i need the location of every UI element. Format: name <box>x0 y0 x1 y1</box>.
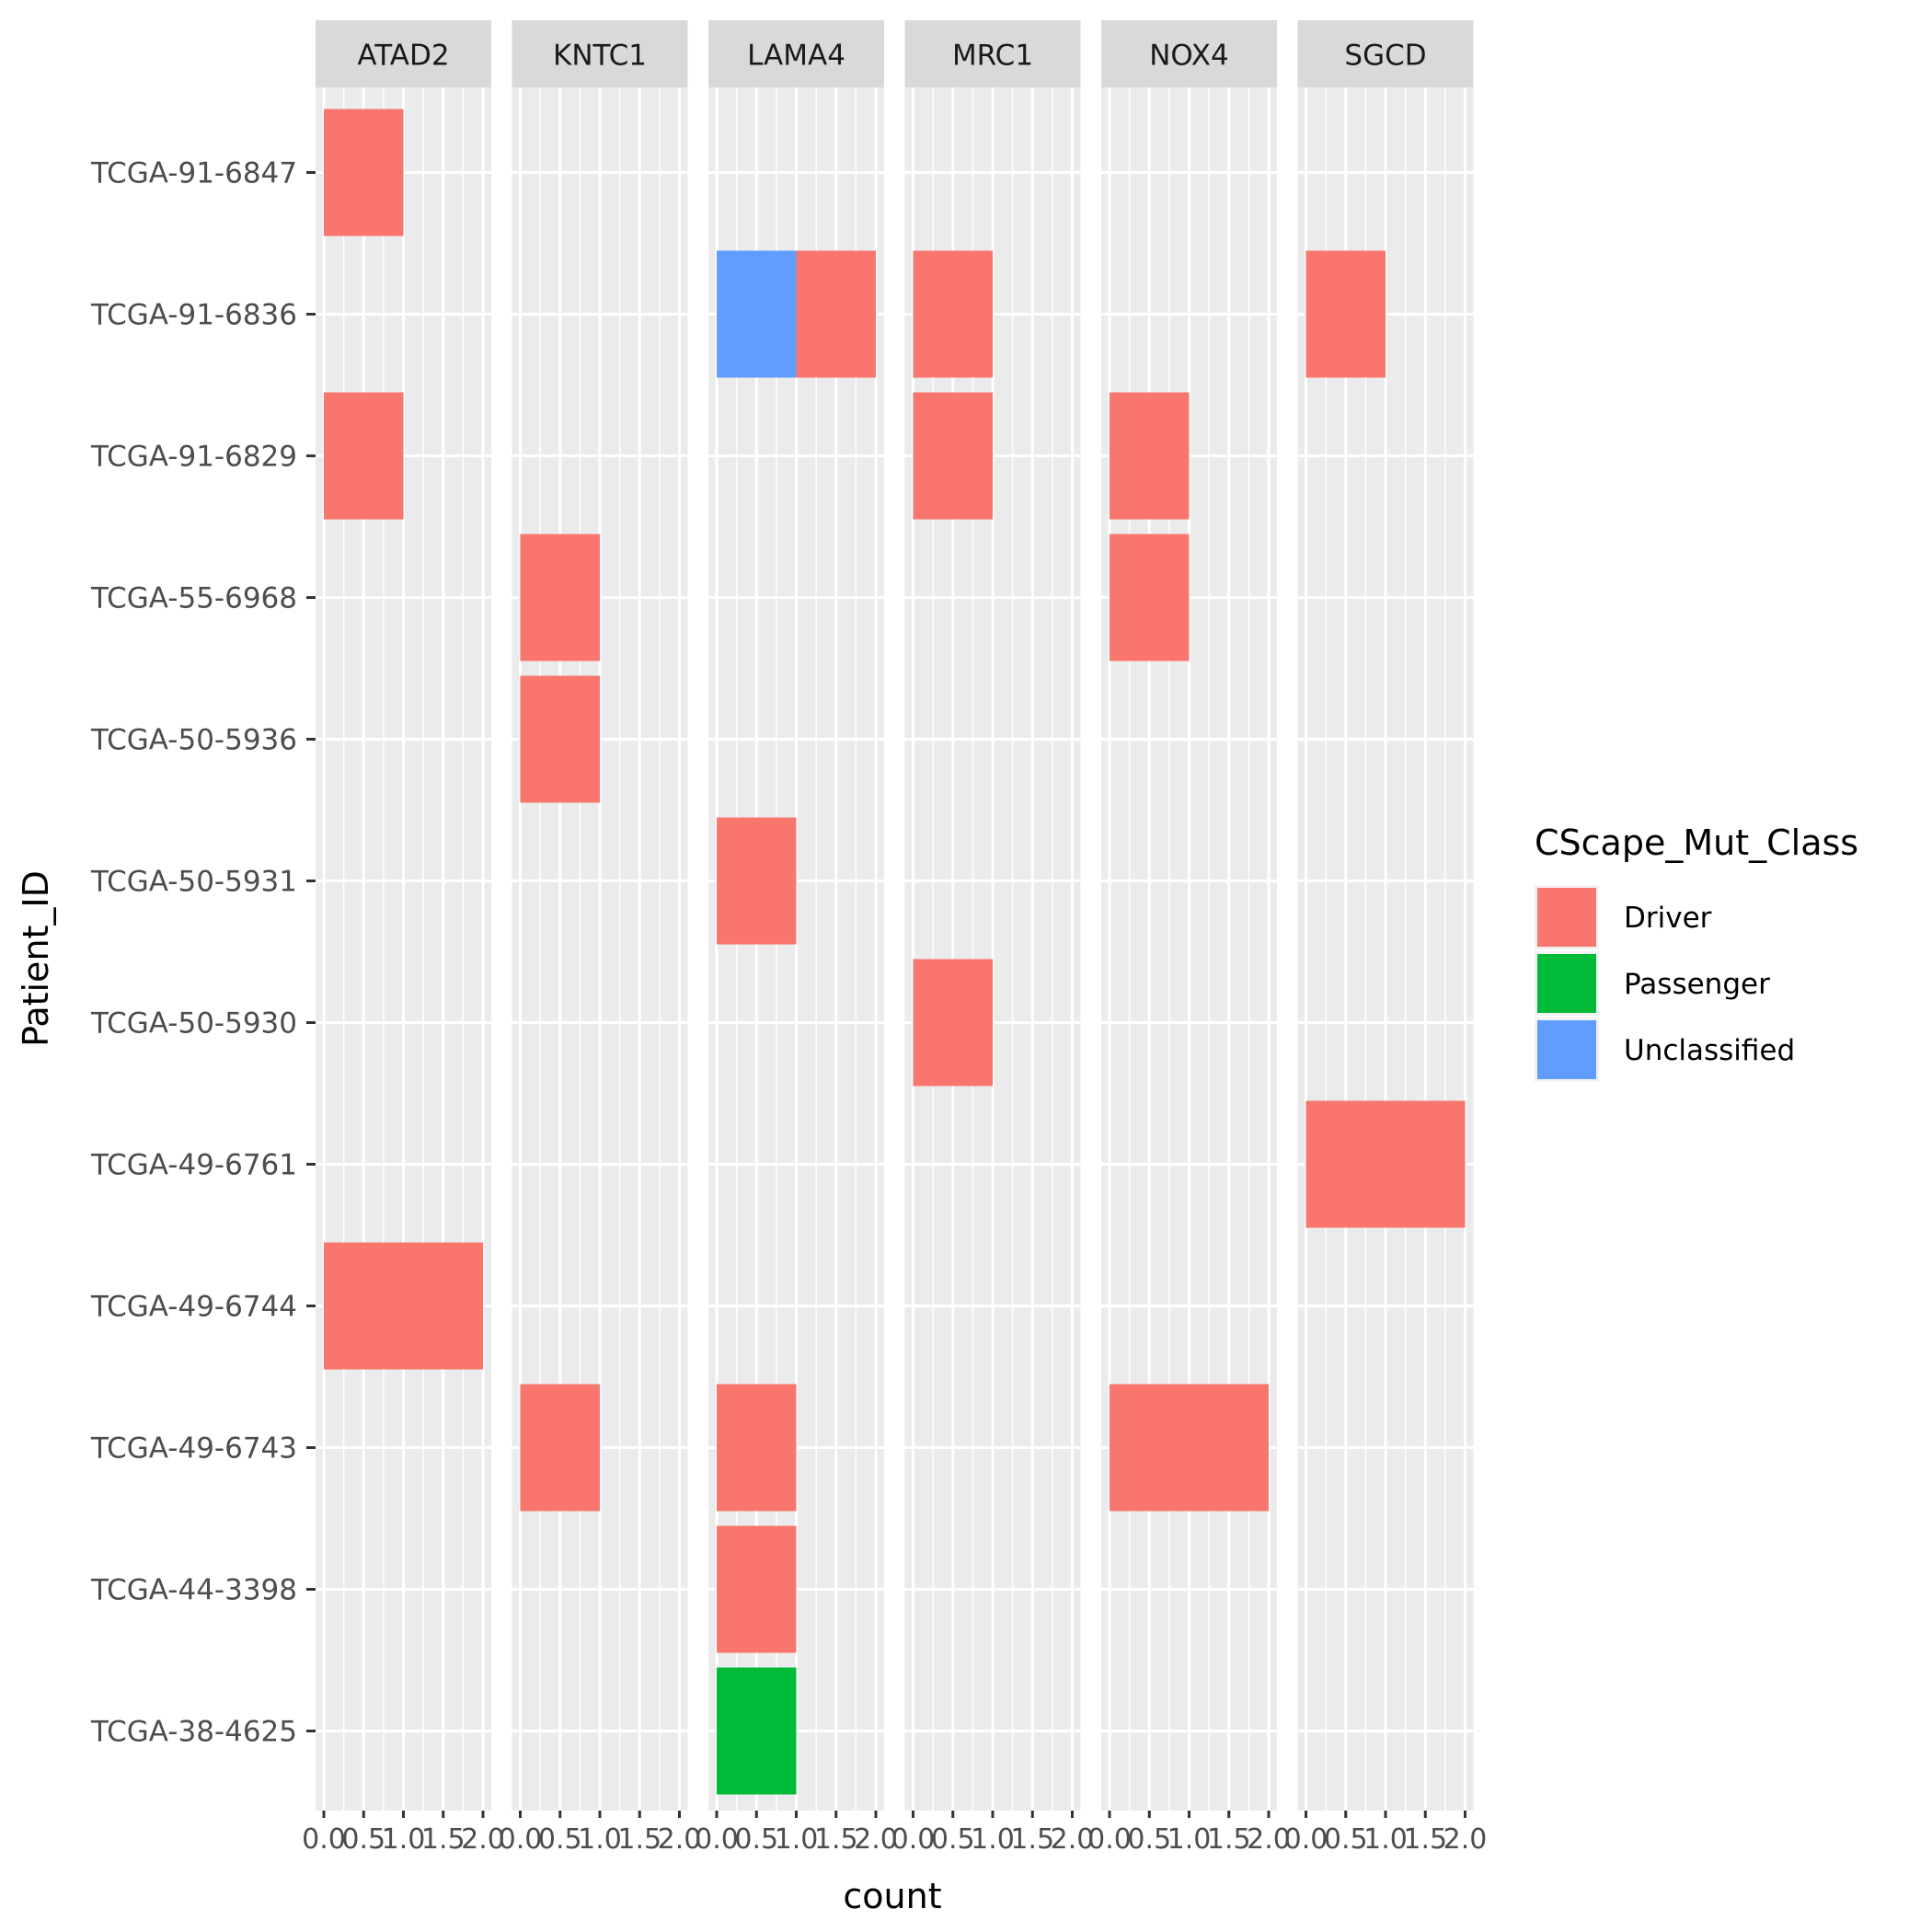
legend-swatch-passenger <box>1537 954 1596 1013</box>
legend-items: Driver Passenger Unclassified <box>1535 885 1795 1082</box>
facet-strip <box>904 20 1081 87</box>
facet-panel-nox4: NOX4 0.00.51.01.52.0 <box>1087 20 1291 1856</box>
x-tick-label: 1.5 <box>1403 1823 1447 1856</box>
facet-strip-label: NOX4 <box>1149 40 1229 73</box>
facet-strip <box>316 20 491 87</box>
facet-panel-mrc1: MRC1 0.00.51.01.52.0 <box>891 20 1095 1856</box>
x-tick-label: 1.5 <box>421 1823 466 1856</box>
x-tick-label: 0.0 <box>499 1823 543 1856</box>
y-tick-label: TCGA-49-6744 <box>90 1291 297 1324</box>
x-tick-label: 1.5 <box>1207 1823 1251 1856</box>
legend-label: Passenger <box>1624 968 1770 1001</box>
facet-strip <box>1297 20 1474 87</box>
x-tick-label: 1.0 <box>578 1823 622 1856</box>
bar-segment-driver <box>520 675 600 803</box>
y-tick-label: TCGA-91-6847 <box>90 157 297 190</box>
x-tick-label: 0.5 <box>734 1823 778 1856</box>
x-tick-label: 1.0 <box>1167 1823 1212 1856</box>
facet-strip-label: ATAD2 <box>357 40 449 73</box>
x-tick-label: 1.5 <box>814 1823 858 1856</box>
y-tick-label: TCGA-50-5931 <box>90 866 297 899</box>
bar-segment-driver <box>324 1242 483 1370</box>
x-tick-label: 1.0 <box>382 1823 426 1856</box>
y-axis-title: Patient_ID <box>16 870 56 1047</box>
facet-strip-label: LAMA4 <box>747 40 845 73</box>
y-tick-label: TCGA-55-6968 <box>90 582 297 615</box>
facet-panel-sgcd: SGCD 0.00.51.01.52.0 <box>1284 20 1488 1856</box>
legend: CScape_Mut_Class Driver Passenger Unclassi… <box>1535 822 1858 1082</box>
facet-strip-label: SGCD <box>1344 40 1426 73</box>
x-tick-label: 2.0 <box>1247 1823 1291 1856</box>
x-tick-label: 0.0 <box>1087 1823 1132 1856</box>
y-tick-label: TCGA-91-6829 <box>90 441 297 474</box>
facet-strip-label: KNTC1 <box>553 40 647 73</box>
x-tick-label: 0.0 <box>891 1823 936 1856</box>
bar-segment-driver <box>324 109 404 236</box>
legend-swatch-unclassified <box>1537 1020 1596 1079</box>
bar-segment-driver <box>717 1525 797 1653</box>
bar-segment-driver <box>913 250 993 378</box>
facet-panel-kntc1: KNTC1 0.00.51.01.52.0 <box>499 20 702 1856</box>
x-tick-label: 1.0 <box>775 1823 819 1856</box>
x-tick-label: 2.0 <box>1051 1823 1095 1856</box>
facet-strip <box>708 20 884 87</box>
bar-segment-driver <box>324 392 404 520</box>
y-tick-label: TCGA-50-5936 <box>90 724 297 757</box>
facet-panel-lama4: LAMA4 0.00.51.01.52.0 <box>695 20 898 1856</box>
x-tick-label: 0.5 <box>931 1823 975 1856</box>
y-tick-label: TCGA-44-3398 <box>90 1574 297 1607</box>
legend-label: Driver <box>1624 902 1712 935</box>
bar-segment-driver <box>717 1384 797 1512</box>
bar-segment-driver <box>520 1384 600 1512</box>
x-tick-label: 2.0 <box>1443 1823 1488 1856</box>
legend-swatch-driver <box>1537 888 1596 947</box>
bar-segment-passenger <box>717 1667 797 1795</box>
bar-segment-unclassified <box>717 250 797 378</box>
y-tick-label: TCGA-49-6743 <box>90 1432 297 1466</box>
x-tick-label: 0.5 <box>341 1823 385 1856</box>
facet-panel-atad2: ATAD2 0.00.51.01.52.0 <box>302 20 505 1856</box>
bar-segment-driver <box>913 959 993 1087</box>
bar-segment-driver <box>796 250 876 378</box>
x-tick-label: 1.5 <box>1010 1823 1054 1856</box>
bar-segment-driver <box>913 392 993 520</box>
x-tick-label: 1.5 <box>617 1823 661 1856</box>
y-tick-label: TCGA-49-6761 <box>90 1149 297 1182</box>
bar-segment-driver <box>520 534 600 661</box>
y-tick-label: TCGA-38-4625 <box>90 1716 297 1749</box>
y-axis: TCGA-91-6847 TCGA-91-6836 TCGA-91-6829 TCGA… <box>90 157 316 1749</box>
y-tick-label: TCGA-50-5930 <box>90 1007 297 1041</box>
y-tick-label: TCGA-91-6836 <box>90 299 297 332</box>
x-tick-label: 0.0 <box>1284 1823 1328 1856</box>
legend-title: CScape_Mut_Class <box>1535 822 1858 863</box>
x-tick-label: 2.0 <box>461 1823 505 1856</box>
x-axis-title: count <box>843 1876 941 1916</box>
legend-label: Unclassified <box>1624 1034 1795 1067</box>
facet-strip-label: MRC1 <box>952 40 1033 73</box>
facet-strip <box>1101 20 1277 87</box>
bar-segment-driver <box>1305 250 1386 378</box>
bar-segment-driver <box>717 817 797 945</box>
x-tick-label: 2.0 <box>658 1823 702 1856</box>
facet-panels: ATAD20.00.51.01.52.0KNTC10.00.51.01.52.0… <box>302 20 1487 1856</box>
x-tick-label: 1.0 <box>1363 1823 1408 1856</box>
x-tick-label: 2.0 <box>854 1823 898 1856</box>
x-tick-label: 0.0 <box>302 1823 346 1856</box>
bar-segment-driver <box>1110 392 1190 520</box>
x-tick-label: 0.5 <box>538 1823 582 1856</box>
bar-segment-driver <box>1110 534 1190 661</box>
facet-strip <box>512 20 688 87</box>
x-tick-label: 0.0 <box>695 1823 739 1856</box>
x-tick-label: 0.5 <box>1324 1823 1368 1856</box>
bar-segment-driver <box>1110 1384 1269 1512</box>
x-tick-label: 1.0 <box>971 1823 1015 1856</box>
bar-segment-driver <box>1305 1100 1466 1228</box>
x-tick-label: 0.5 <box>1127 1823 1171 1856</box>
